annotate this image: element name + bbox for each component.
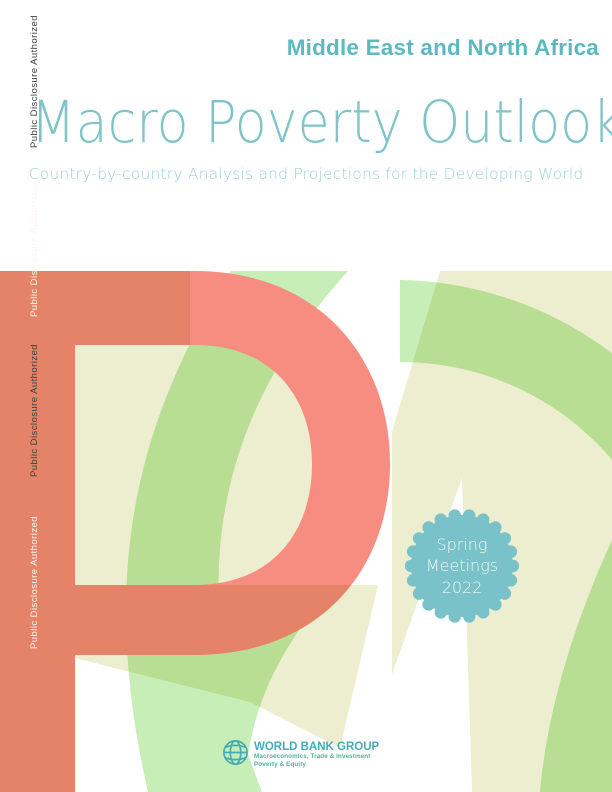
logo-org-name: WORLD BANK GROUP (254, 741, 380, 753)
public-disclosure-stamp-2: Public Disclosure Authorized (29, 184, 40, 317)
globe-icon (223, 740, 248, 765)
letter-m-graphic (125, 271, 612, 792)
page-title: Macro Poverty Outlook (30, 88, 612, 156)
seal-icon (405, 509, 519, 623)
letter-p-graphic (0, 271, 390, 792)
world-bank-logo: WORLD BANK GROUP Macroeconomics, Trade &… (221, 738, 379, 768)
badge-line-1: Spring (436, 534, 488, 554)
spring-meetings-badge: Spring Meetings 2022 (405, 509, 519, 623)
public-disclosure-stamp-4: Public Disclosure Authorized (29, 516, 40, 649)
public-disclosure-stamp-3: Public Disclosure Authorized (29, 344, 40, 477)
logo-unit-line-2: Poverty & Equity (254, 760, 306, 768)
region-header: Middle East and North Africa (286, 35, 599, 60)
logo-unit-line-1: Macroeconomics, Trade & Investment (254, 753, 371, 760)
badge-line-3: 2022 (441, 577, 483, 597)
page-subtitle: Country-by-country Analysis and Projecti… (28, 165, 584, 183)
badge-line-2: Meetings (425, 556, 499, 576)
